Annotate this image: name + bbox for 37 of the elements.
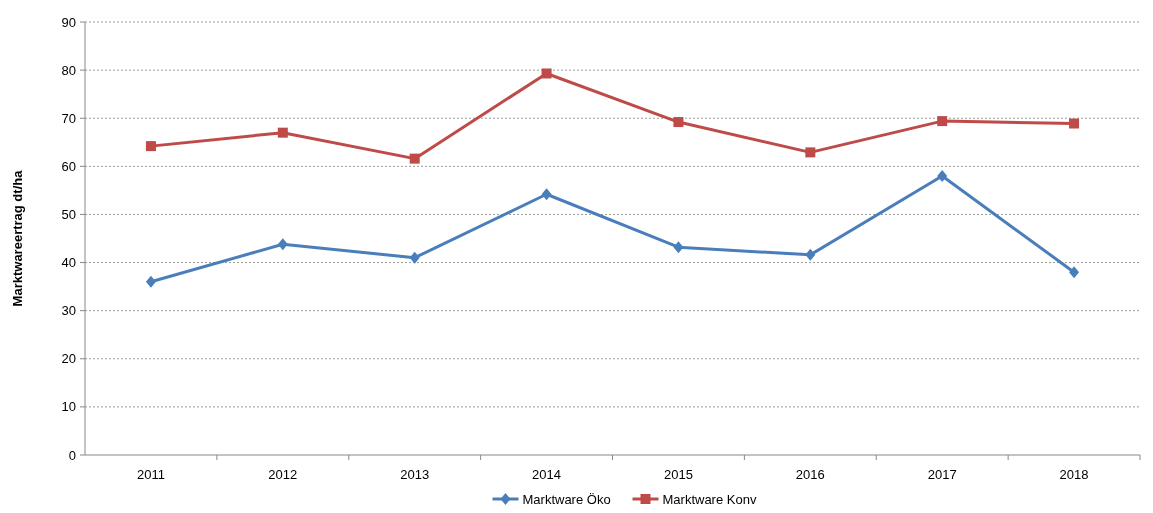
x-tick-label: 2015 [663, 467, 693, 482]
y-tick-label: 30 [61, 303, 76, 319]
x-tick-label: 2012 [268, 467, 298, 482]
y-tick-label: 20 [61, 351, 76, 367]
point [805, 147, 816, 158]
y-tick-label: 70 [61, 110, 76, 126]
point [673, 241, 684, 254]
y-axis-title: Marktwareertrag dt/ha [10, 169, 25, 307]
point [1069, 118, 1080, 129]
point [541, 188, 552, 201]
point [541, 68, 552, 79]
x-tick-label: 2011 [136, 467, 165, 482]
x-tick-label: 2014 [532, 467, 562, 482]
point [937, 116, 948, 127]
legend-label: Marktware Konv [662, 491, 757, 507]
y-tick-label: 90 [61, 14, 76, 30]
point [277, 127, 288, 138]
point [937, 169, 948, 182]
y-tick-label: 80 [61, 62, 76, 78]
x-tick-label: 2016 [795, 467, 825, 482]
y-tick-label: 50 [61, 206, 76, 222]
y-tick-label: 10 [61, 399, 76, 415]
x-tick-label: 2013 [400, 467, 430, 482]
point [1069, 266, 1080, 279]
point [805, 248, 816, 261]
legend-label: Marktware Öko [522, 491, 611, 507]
point [409, 153, 420, 164]
point [145, 141, 156, 152]
x-tick-label: 2018 [1059, 467, 1089, 482]
x-tick-label: 2017 [927, 467, 957, 482]
y-tick-label: 60 [61, 158, 76, 174]
point [673, 117, 684, 128]
point [145, 275, 156, 288]
y-tick-label: 0 [68, 447, 76, 463]
y-tick-label: 40 [61, 255, 76, 271]
point [409, 251, 420, 264]
point [277, 238, 288, 251]
